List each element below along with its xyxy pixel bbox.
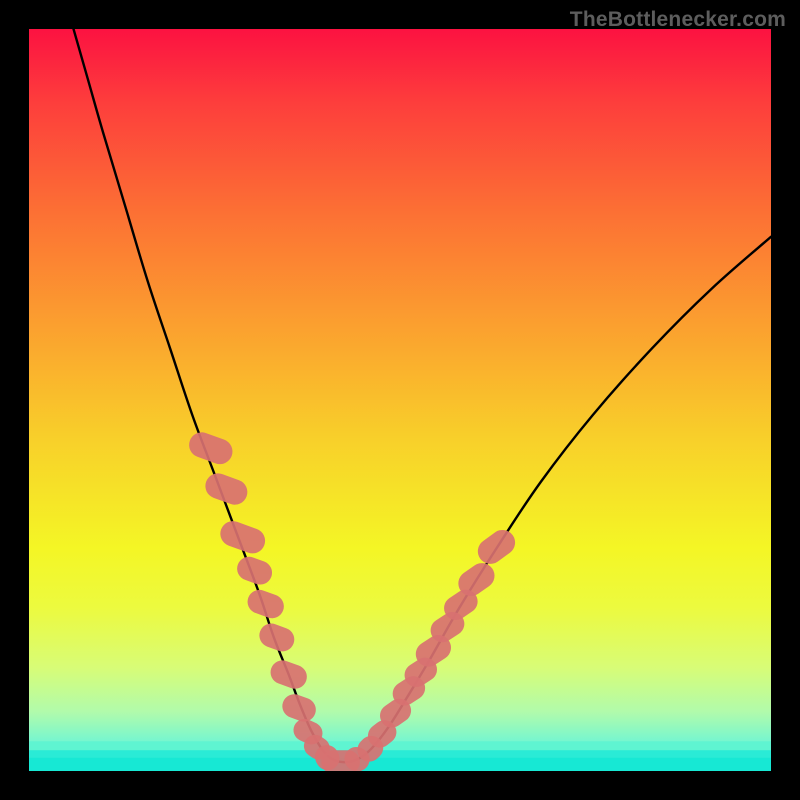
plot-frame — [29, 29, 771, 771]
watermark-text: TheBottlenecker.com — [570, 8, 786, 32]
stage: TheBottlenecker.com — [0, 0, 800, 800]
